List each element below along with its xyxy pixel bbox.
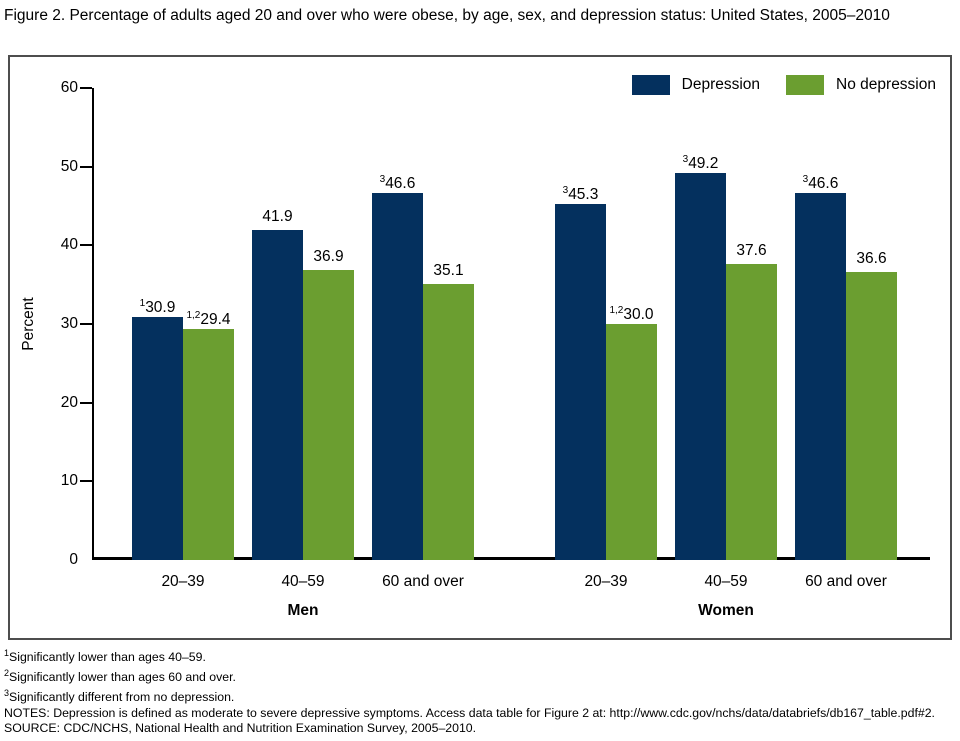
group-label: Women	[698, 602, 754, 619]
bar-value-label: 37.6	[736, 242, 767, 260]
value-superscript: 3	[802, 174, 809, 186]
bar	[795, 193, 846, 560]
bar	[132, 316, 183, 560]
bar	[606, 324, 657, 560]
y-tick	[80, 87, 92, 89]
footnote-superscript: 3	[4, 687, 10, 698]
y-tick-label: 20	[60, 393, 78, 411]
footnote-text: Significantly lower than ages 40–59.	[9, 650, 206, 665]
plot-area: 0 10 20 30 40 50 60 130.9 1,229.4 20–39 41.9 36.9 40…	[61, 79, 930, 619]
bar-value-label: 349.2	[682, 153, 719, 173]
footnotes: 1Significantly lower than ages 40–59. 2S…	[4, 646, 954, 737]
depression-swatch-icon	[631, 75, 670, 95]
source-line: SOURCE: CDC/NCHS, National Health and Nu…	[4, 721, 477, 736]
y-tick-label: 30	[60, 315, 78, 332]
footnote-text: Significantly different from no depressi…	[9, 689, 235, 704]
chart-frame: Depression No depression Percent 0 10 20 30…	[8, 55, 952, 640]
value-superscript: 1,2	[609, 305, 624, 316]
bar-value-label: 1,230.0	[609, 305, 654, 324]
footnote-line: 3Significantly different from no depress…	[4, 686, 954, 706]
bar-value-label: 345.3	[562, 184, 599, 203]
legend-label: Depression	[681, 76, 761, 93]
category-label: 60 and over	[382, 573, 464, 590]
value-superscript: 3	[562, 184, 569, 196]
category-label: 40–59	[704, 573, 748, 590]
legend-label: No depression	[836, 76, 936, 93]
value-superscript: 3	[682, 153, 689, 165]
bar	[726, 264, 777, 560]
category-label: 20–39	[161, 573, 205, 590]
notes-line: NOTES: Depression is defined as moderate…	[4, 705, 935, 720]
bar-value-label: 130.9	[139, 297, 176, 317]
bar	[252, 230, 303, 560]
bar-value-label: 346.6	[379, 174, 416, 193]
y-tick-label: 10	[60, 472, 78, 490]
footnote-line: 2Significantly lower than ages 60 and ov…	[4, 666, 954, 686]
footnote-superscript: 2	[4, 667, 10, 678]
figure-title: Figure 2. Percentage of adults aged 20 a…	[4, 7, 890, 24]
legend-item-depression: Depression	[631, 75, 761, 95]
legend-item-no-depression: No depression	[786, 75, 936, 95]
bar-value-label: 36.6	[856, 250, 887, 268]
bar	[372, 193, 423, 560]
bar	[423, 283, 474, 560]
category-label: 40–59	[281, 573, 325, 590]
bar-value-label: 36.9	[313, 247, 344, 265]
category-label: 20–39	[584, 573, 628, 590]
footnote-line: 1Significantly lower than ages 40–59.	[4, 646, 954, 666]
y-tick	[80, 323, 92, 325]
no-depression-swatch-icon	[786, 75, 825, 95]
y-tick	[80, 244, 92, 247]
y-tick-label: 40	[60, 236, 78, 254]
bar-value-label: 346.6	[802, 174, 839, 193]
value-superscript: 1	[139, 297, 146, 309]
value-superscript: 3	[379, 174, 386, 186]
footnote-text: Significantly lower than ages 60 and ove…	[9, 669, 236, 684]
legend: Depression No depression	[631, 75, 936, 95]
y-tick-label: 50	[60, 157, 78, 175]
footnote-superscript: 1	[4, 648, 10, 658]
bar-value-label: 41.9	[262, 208, 293, 226]
y-tick	[80, 401, 92, 404]
y-tick-label: 60	[60, 79, 78, 96]
bar	[555, 203, 606, 560]
bar	[303, 269, 354, 560]
bar-value-label: 35.1	[433, 261, 464, 279]
group-label: Men	[287, 602, 319, 619]
y-tick	[80, 480, 92, 483]
bar	[183, 328, 234, 560]
category-label: 60 and over	[805, 573, 887, 590]
bar	[675, 172, 726, 560]
y-tick	[80, 165, 92, 168]
bar	[846, 272, 897, 560]
value-superscript: 1,2	[186, 309, 201, 321]
y-tick-label: 0	[69, 551, 78, 568]
bar-value-label: 1,229.4	[186, 309, 231, 328]
